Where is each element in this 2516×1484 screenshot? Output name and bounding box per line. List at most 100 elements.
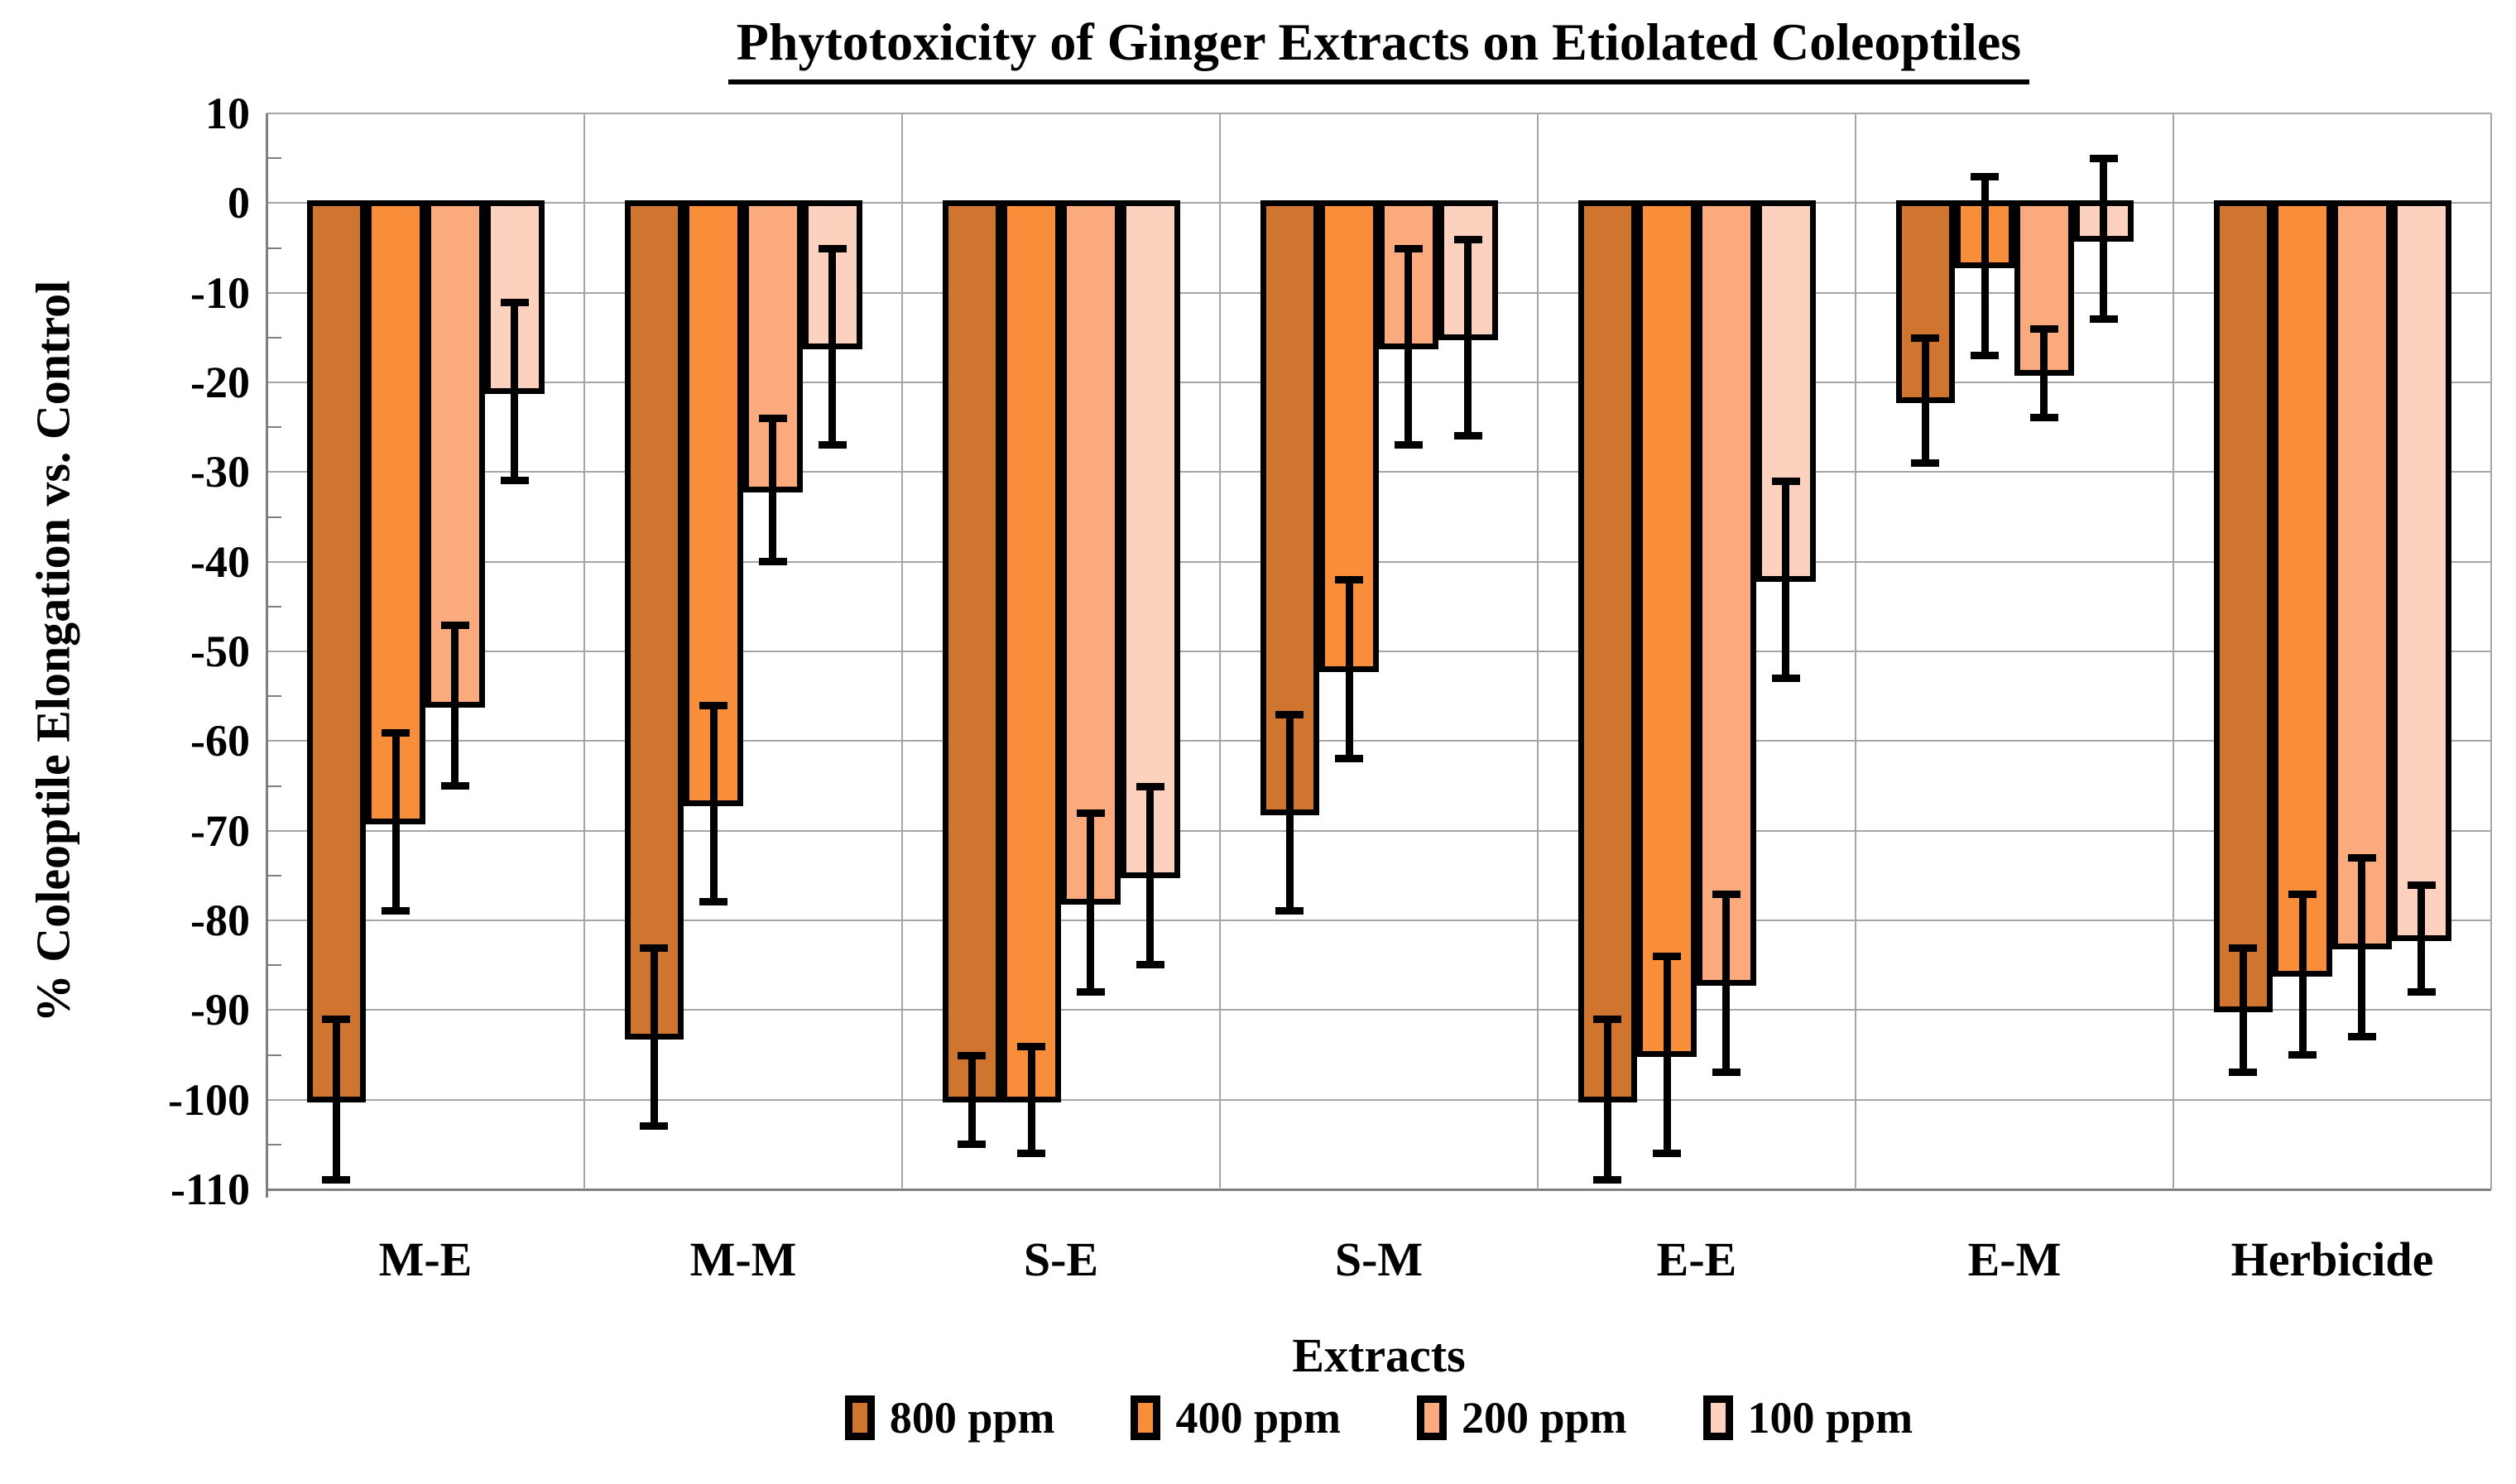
gridline-h--80 [266,920,2491,921]
error-bar-M-M-100ppm [828,247,837,445]
bar-M-M-200ppm [743,200,803,492]
error-bar-cap-top-M-M-200ppm [758,415,787,423]
legend-item-400ppm: 400 ppm [1131,1392,1341,1443]
error-bar-cap-top-Herbicide-100ppm [2407,881,2436,889]
gridline-h--100 [266,1098,2491,1101]
y-minor-tick--15 [266,336,281,339]
error-bar-E-M-800ppm [1921,337,1929,463]
x-tick-label-S-E: S-E [1023,1232,1099,1286]
gridline-h-0 [266,202,2491,204]
bar-E-M-400ppm [1955,200,2014,269]
y-tick-label-0: 0 [228,178,250,228]
error-bar-cap-bottom-S-M-100ppm [1453,432,1482,439]
error-bar-M-E-800ppm [332,1019,340,1181]
error-bar-cap-top-E-E-800ppm [1593,1016,1622,1024]
error-bar-cap-bottom-S-M-200ppm [1394,440,1423,449]
bar-E-E-800ppm [1577,200,1638,1102]
error-bar-cap-top-Herbicide-800ppm [2229,944,2258,952]
error-bar-cap-bottom-M-M-800ppm [640,1122,669,1131]
legend-label-200ppm: 200 ppm [1462,1393,1627,1443]
gridline-v-1 [583,113,585,1189]
chart-title: Phytotoxicity of Ginger Extracts on Etio… [266,12,2491,84]
error-bar-cap-top-S-M-100ppm [1453,235,1482,243]
error-bar-M-M-400ppm [709,705,718,903]
error-bar-cap-bottom-Herbicide-200ppm [2347,1032,2376,1040]
error-bar-cap-bottom-E-M-400ppm [1971,351,2000,359]
error-bar-M-E-200ppm [451,624,459,786]
error-bar-cap-bottom-E-E-100ppm [1771,674,1800,682]
legend-item-200ppm: 200 ppm [1417,1392,1627,1443]
y-tick-label-10: 10 [205,89,250,138]
error-bar-cap-top-E-E-100ppm [1771,478,1800,486]
error-bar-cap-top-Herbicide-200ppm [2347,854,2376,862]
legend-swatch-400ppm [1131,1395,1161,1440]
bar-S-M-100ppm [1438,200,1498,340]
error-bar-Herbicide-400ppm [2298,893,2307,1055]
gridline-h--10 [266,291,2491,294]
error-bar-cap-top-M-E-200ppm [440,621,469,629]
gridline-h--90 [266,1009,2491,1011]
y-minor-tick--55 [266,695,281,698]
error-bar-cap-top-E-E-200ppm [1712,890,1741,898]
gridline-h--60 [266,740,2491,742]
y-tick-label--100: -100 [168,1074,250,1125]
error-bar-cap-bottom-E-E-200ppm [1712,1069,1741,1077]
error-bar-cap-bottom-S-E-400ppm [1017,1149,1046,1157]
bar-E-E-200ppm [1697,200,1756,986]
error-bar-cap-bottom-M-E-400ppm [382,907,411,915]
bar-Herbicide-400ppm [2273,200,2332,977]
x-tick-label-M-E: M-E [378,1232,473,1286]
error-bar-S-M-800ppm [1285,713,1294,912]
y-minor-tick--105 [266,1143,281,1145]
bar-M-M-100ppm [802,200,862,349]
gridline-v-4 [1537,113,1539,1189]
error-bar-E-M-200ppm [2040,329,2048,419]
error-bar-cap-bottom-Herbicide-100ppm [2407,987,2436,996]
legend-item-100ppm: 100 ppm [1702,1392,1913,1443]
bar-E-M-100ppm [2073,200,2134,242]
error-bar-cap-top-S-E-200ppm [1076,809,1105,817]
legend-item-800ppm: 800 ppm [844,1392,1055,1443]
y-tick-label--110: -110 [170,1165,250,1214]
gridline-h--70 [266,829,2491,832]
y-minor-tick--35 [266,516,281,518]
error-bar-cap-top-E-M-800ppm [1911,334,1940,342]
bar-S-M-400ppm [1319,200,1379,672]
error-bar-S-M-400ppm [1345,579,1353,759]
legend-label-800ppm: 800 ppm [889,1393,1055,1443]
error-bar-cap-top-M-E-100ppm [500,298,529,306]
y-minor-tick--95 [266,1054,281,1056]
bar-M-E-400ppm [366,200,425,824]
y-minor-tick--85 [266,964,281,967]
error-bar-E-M-100ppm [2100,158,2108,320]
bar-M-E-800ppm [306,200,367,1102]
error-bar-cap-top-Herbicide-400ppm [2288,890,2317,898]
error-bar-Herbicide-200ppm [2358,857,2366,1037]
error-bar-cap-top-S-M-800ppm [1275,710,1304,718]
legend-swatch-200ppm [1417,1395,1447,1440]
legend-swatch-800ppm [844,1395,875,1440]
gridline-v-6 [2173,113,2174,1189]
error-bar-cap-bottom-S-E-100ppm [1136,961,1164,969]
error-bar-M-M-800ppm [650,947,658,1127]
error-bar-cap-bottom-M-E-100ppm [500,477,529,485]
x-tick-label-M-M: M-M [689,1232,797,1286]
error-bar-cap-bottom-E-E-400ppm [1653,1149,1682,1157]
bar-Herbicide-800ppm [2213,200,2274,1013]
error-bar-S-E-800ppm [968,1054,976,1145]
error-bar-cap-top-S-E-400ppm [1017,1042,1046,1050]
legend: 800 ppm 400 ppm 200 ppm 100 ppm [266,1392,2491,1443]
bar-E-E-400ppm [1637,200,1697,1058]
bar-S-E-800ppm [942,200,1002,1102]
error-bar-cap-bottom-S-M-400ppm [1335,755,1364,762]
y-minor-tick--75 [266,874,281,876]
y-minor-tick--45 [266,605,281,608]
error-bar-S-M-200ppm [1404,247,1413,445]
gridline-v-3 [1219,113,1221,1189]
bar-E-E-100ppm [1755,200,1816,583]
error-bar-cap-top-M-E-400ppm [382,728,411,737]
error-bar-cap-top-S-M-400ppm [1335,576,1364,584]
error-bar-cap-bottom-Herbicide-400ppm [2288,1050,2317,1059]
